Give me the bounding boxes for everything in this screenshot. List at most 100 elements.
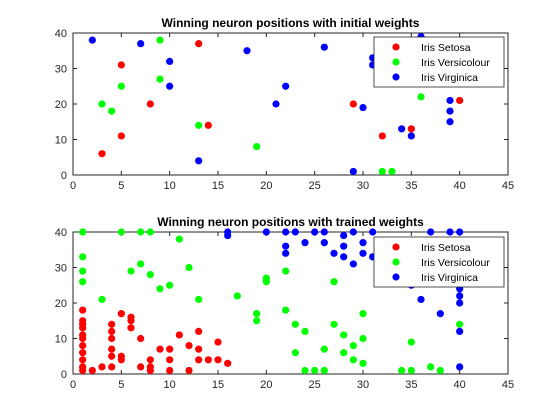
data-point [79, 253, 87, 261]
data-point [108, 352, 116, 360]
legend-label: Iris Setosa [421, 42, 471, 54]
data-point [214, 338, 222, 346]
x-tick-label: 20 [260, 180, 272, 192]
data-point [282, 82, 290, 90]
data-point [427, 363, 435, 371]
y-tick-label: 0 [61, 170, 67, 182]
x-tick-label: 10 [164, 379, 176, 391]
data-point [282, 267, 290, 275]
data-point [359, 310, 367, 318]
data-point [204, 356, 212, 364]
x-tick-label: 25 [309, 379, 321, 391]
data-point [137, 363, 145, 371]
data-point [156, 345, 164, 353]
data-point [359, 249, 367, 257]
data-point [98, 295, 106, 304]
y-tick-label: 10 [55, 135, 67, 147]
data-point [446, 228, 454, 236]
data-point [117, 82, 125, 90]
data-point [398, 125, 406, 133]
data-point [407, 338, 415, 346]
data-point [311, 228, 319, 236]
data-point [359, 359, 367, 367]
x-tick-label: 10 [164, 180, 176, 192]
data-point [156, 75, 164, 83]
data-point [311, 366, 319, 375]
data-point [359, 103, 367, 112]
data-point [301, 327, 309, 335]
data-point [340, 231, 348, 240]
data-point [282, 242, 290, 250]
data-point [340, 253, 348, 261]
data-point [407, 125, 415, 133]
data-point [369, 228, 377, 236]
data-point [146, 356, 154, 364]
data-point [108, 320, 116, 328]
data-point [79, 278, 87, 286]
x-tick-label: 40 [454, 180, 466, 192]
y-tick-label: 0 [61, 369, 67, 381]
data-point [146, 366, 154, 375]
data-point [272, 100, 280, 108]
data-point [291, 349, 299, 357]
data-point [340, 331, 348, 339]
data-point [456, 320, 464, 328]
legend-marker [392, 43, 400, 51]
data-point [359, 334, 367, 343]
data-point [262, 228, 270, 236]
data-point [330, 278, 338, 286]
data-point [282, 306, 290, 314]
data-point [427, 228, 435, 236]
data-point [79, 356, 87, 364]
data-point [137, 228, 145, 236]
y-tick-label: 40 [55, 28, 67, 40]
data-point [436, 366, 444, 375]
legend-label: Iris Virginica [421, 272, 478, 284]
data-point [388, 167, 396, 176]
data-point [446, 118, 454, 126]
legend-label: Iris Setosa [421, 242, 471, 254]
data-point [320, 366, 328, 375]
data-point [98, 100, 106, 108]
data-point [127, 267, 135, 275]
legend: Iris Setosa Iris Versicolour Iris Virginic… [373, 36, 505, 88]
data-point [349, 167, 357, 176]
x-tick-label: 35 [405, 379, 417, 391]
data-point [291, 228, 299, 236]
data-point [108, 334, 116, 343]
legend-marker [392, 273, 400, 281]
legend-label: Iris Versicolour [421, 257, 490, 269]
data-point [214, 356, 222, 364]
data-point [301, 239, 309, 247]
data-point [108, 363, 116, 371]
data-point [175, 331, 183, 339]
data-point [117, 132, 125, 140]
data-point [146, 271, 154, 279]
data-point [137, 260, 145, 268]
data-point [166, 356, 174, 364]
data-point [233, 292, 241, 300]
data-point [320, 239, 328, 247]
data-point [398, 366, 406, 375]
data-point [378, 167, 386, 176]
x-tick-label: 30 [357, 379, 369, 391]
data-point [185, 342, 193, 350]
data-point [79, 306, 87, 314]
data-point [204, 121, 212, 129]
data-point [137, 334, 145, 343]
data-point [378, 132, 386, 140]
data-point [166, 366, 174, 375]
data-point [79, 267, 87, 275]
data-point [446, 107, 454, 115]
data-point [456, 228, 464, 236]
data-point [417, 295, 425, 304]
chart-title: Winning neuron positions with trained we… [157, 215, 424, 229]
x-tick-label: 45 [502, 180, 514, 192]
data-point [456, 327, 464, 335]
y-tick-label: 30 [55, 64, 67, 76]
data-point [195, 40, 203, 48]
data-point [166, 281, 174, 289]
data-point [359, 239, 367, 247]
x-tick-label: 25 [309, 180, 321, 192]
data-point [456, 292, 464, 300]
